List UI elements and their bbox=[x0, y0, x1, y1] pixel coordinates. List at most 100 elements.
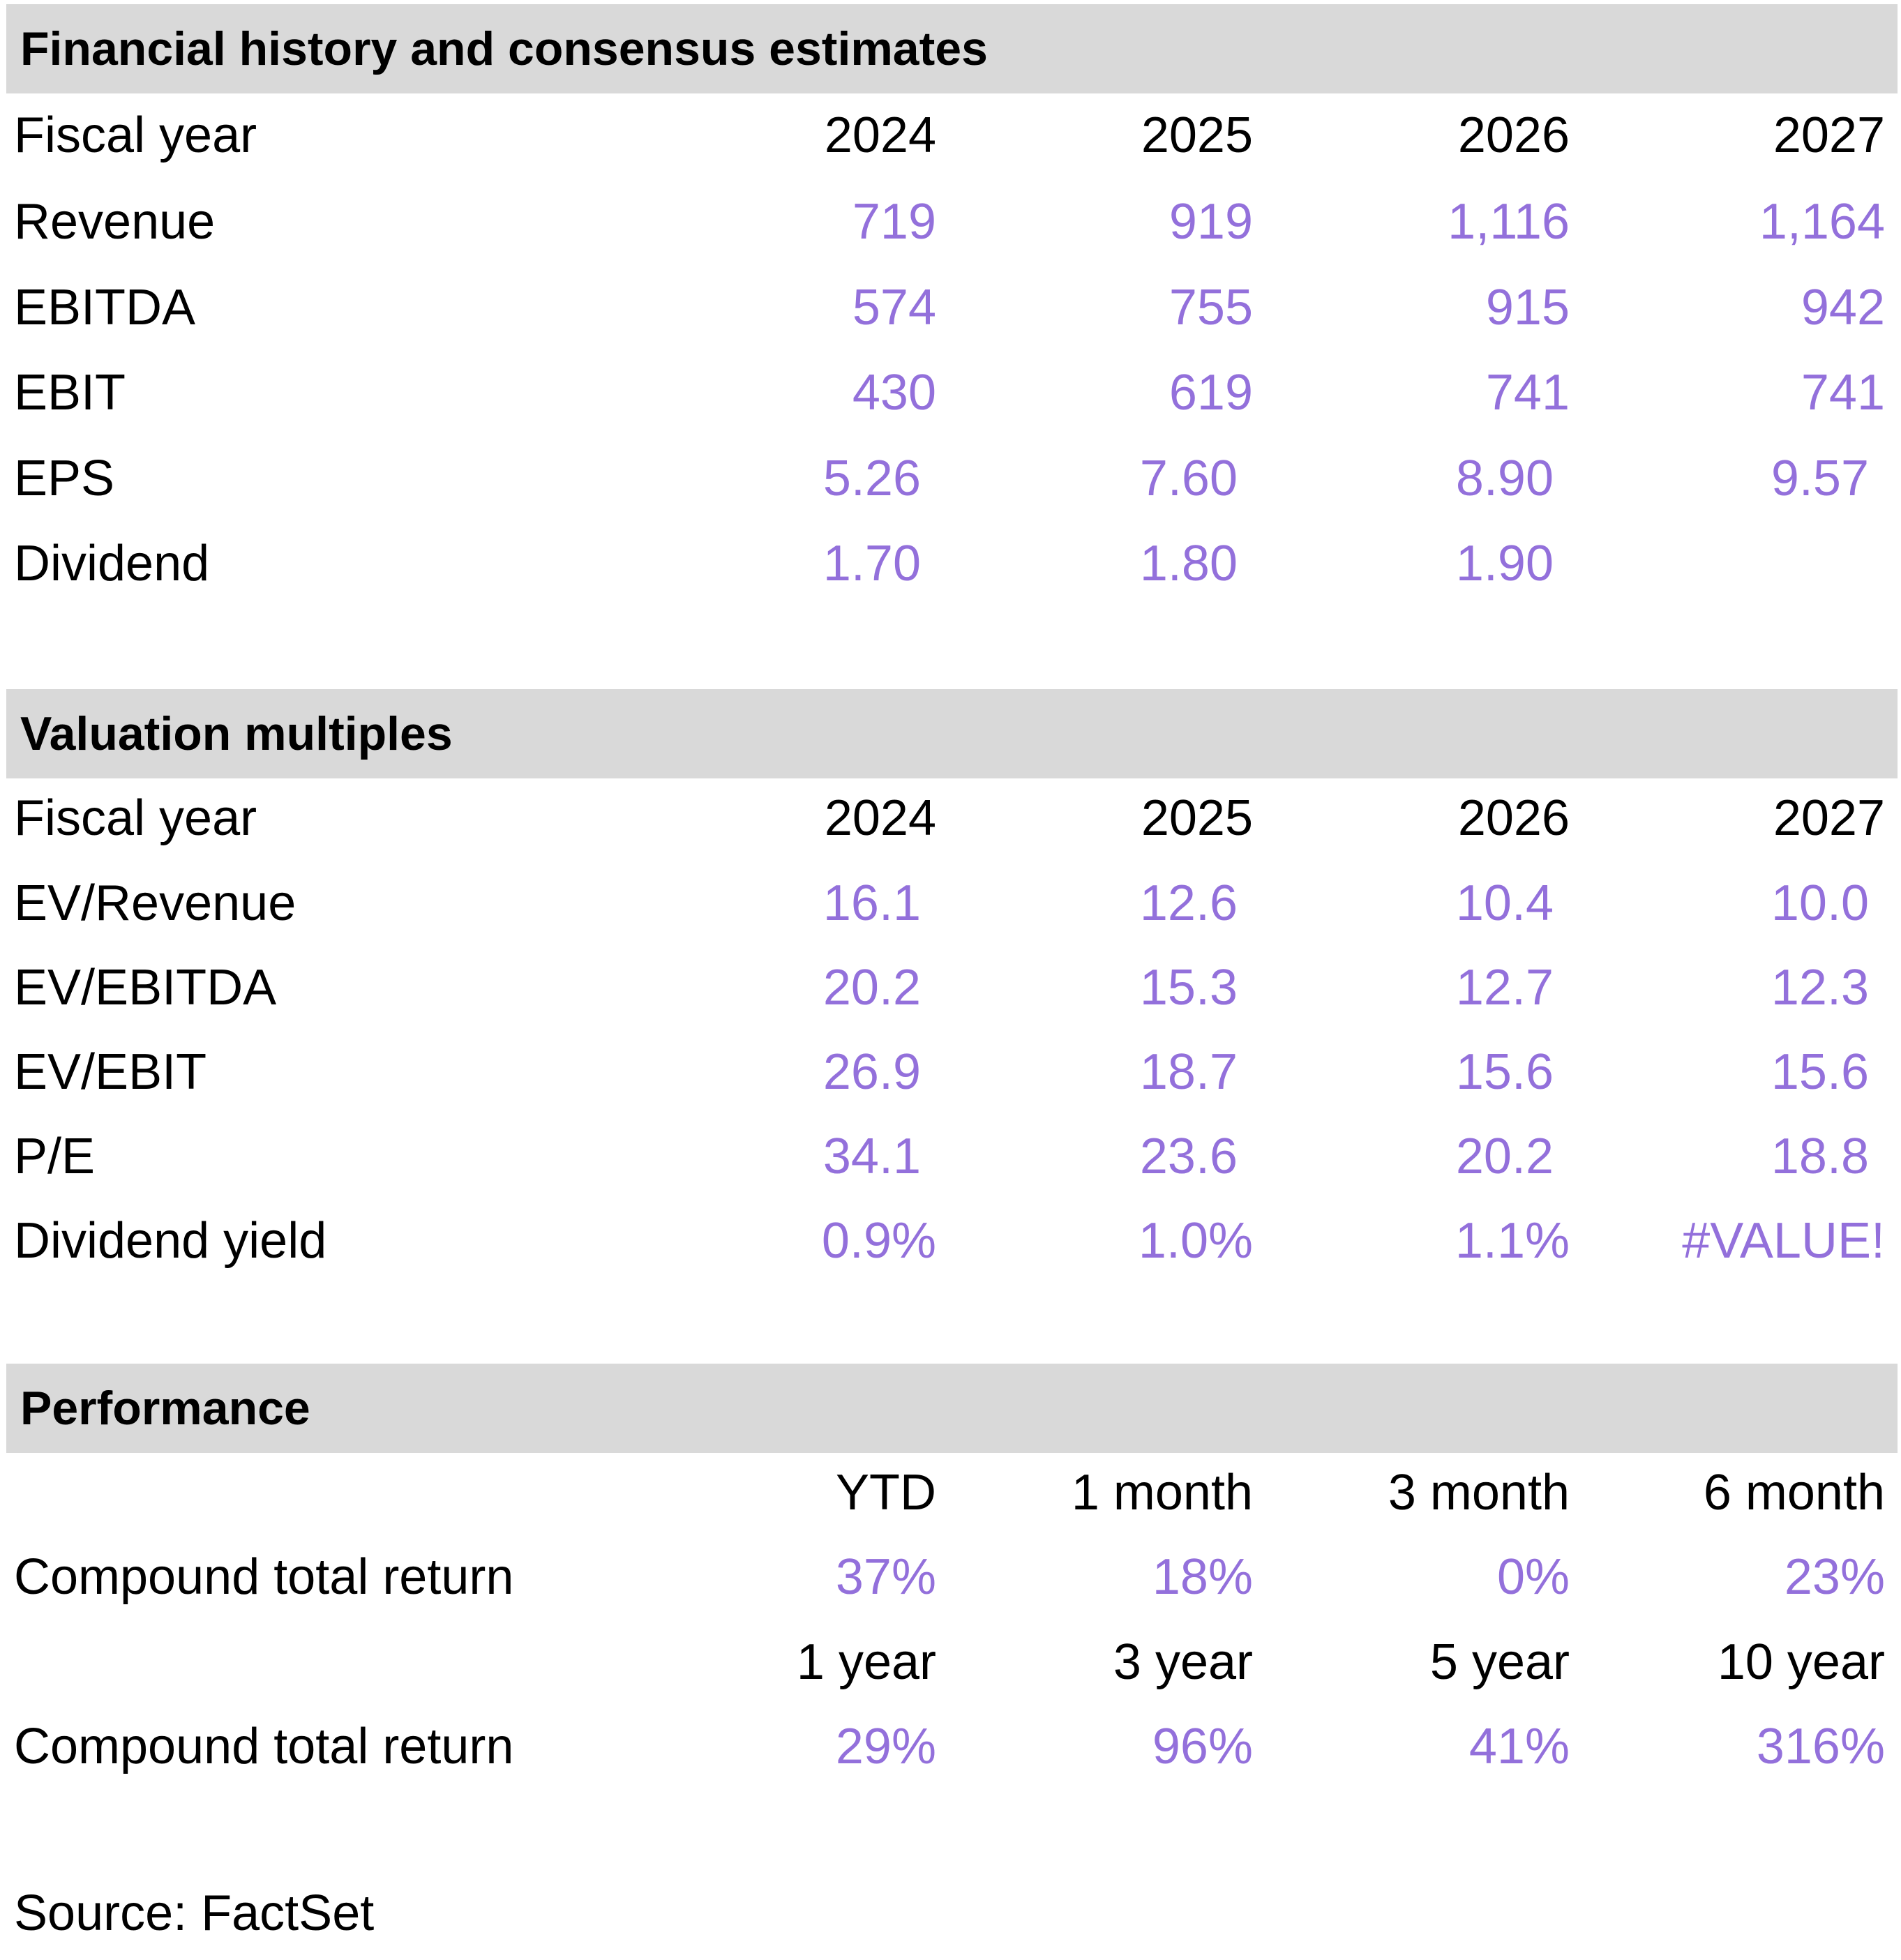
cell-value: 915 bbox=[1485, 280, 1570, 336]
financials-header-row: Fiscal year 2024 2025 2026 2027 bbox=[0, 93, 1901, 177]
table-row: EV/Revenue 16.1 12.6 10.4 10.0 bbox=[0, 861, 1901, 945]
valuation-header-label: Fiscal year bbox=[14, 790, 257, 846]
table-row: EV/EBIT 26.9 18.7 15.6 15.6 bbox=[0, 1030, 1901, 1114]
cell-value: 719 bbox=[852, 194, 936, 250]
table-row: Dividend yield 0.9% 1.0% 1.1% #VALUE! bbox=[0, 1199, 1901, 1283]
cell-value: 18% bbox=[1152, 1549, 1253, 1605]
cell-value: 8.90 bbox=[1455, 451, 1554, 506]
row-label: Compound total return bbox=[14, 1549, 514, 1605]
cell-value: 15.3 bbox=[1139, 960, 1238, 1016]
row-label: EV/EBITDA bbox=[14, 960, 277, 1016]
row-label: EBITDA bbox=[14, 280, 196, 336]
cell-value: 18.7 bbox=[1139, 1044, 1238, 1100]
row-label: EBIT bbox=[14, 365, 126, 421]
cell-value: 7.60 bbox=[1139, 451, 1238, 506]
cell-value: 12.7 bbox=[1455, 960, 1554, 1016]
table-row: Revenue 719 919 1,116 1,164 bbox=[0, 180, 1901, 264]
cell-value: 41% bbox=[1468, 1719, 1570, 1774]
valuation-header-row: Fiscal year 2024 2025 2026 2027 bbox=[0, 776, 1901, 860]
cell-value: 1,164 bbox=[1759, 194, 1885, 250]
cell-value: 5.26 bbox=[822, 451, 921, 506]
cell-value: 1.1% bbox=[1455, 1213, 1570, 1269]
cell-value: 23.6 bbox=[1139, 1129, 1238, 1184]
cell-value: 12.3 bbox=[1771, 960, 1869, 1016]
cell-value: 919 bbox=[1169, 194, 1253, 250]
cell-value: 23% bbox=[1784, 1549, 1885, 1605]
cell-value: 574 bbox=[852, 280, 936, 336]
cell-value: 9.57 bbox=[1771, 451, 1869, 506]
cell-value: 1.90 bbox=[1455, 536, 1554, 591]
source-note: Source: FactSet bbox=[14, 1885, 375, 1941]
row-label: EV/Revenue bbox=[14, 875, 296, 931]
performance-title: Performance bbox=[20, 1382, 310, 1435]
financials-header-band: Financial history and consensus estimate… bbox=[6, 4, 1898, 93]
period-10-year: 10 year bbox=[1717, 1634, 1885, 1690]
cell-value: 430 bbox=[852, 365, 936, 421]
cell-value: 16.1 bbox=[822, 875, 921, 931]
period-3-month: 3 month bbox=[1388, 1465, 1570, 1521]
valuation-col-2024: 2024 bbox=[824, 790, 936, 846]
cell-value: 10.0 bbox=[1771, 875, 1869, 931]
cell-value: 96% bbox=[1152, 1719, 1253, 1774]
performance-header-band: Performance bbox=[6, 1364, 1898, 1453]
valuation-col-2026: 2026 bbox=[1457, 790, 1570, 846]
row-label: Compound total return bbox=[14, 1719, 514, 1774]
cell-value: 34.1 bbox=[822, 1129, 921, 1184]
cell-value: 18.8 bbox=[1771, 1129, 1869, 1184]
financials-header-label: Fiscal year bbox=[14, 107, 257, 163]
cell-value: 37% bbox=[835, 1549, 936, 1605]
cell-value: 20.2 bbox=[822, 960, 921, 1016]
financials-col-2025: 2025 bbox=[1141, 107, 1253, 163]
cell-value: 12.6 bbox=[1139, 875, 1238, 931]
row-label: Dividend yield bbox=[14, 1213, 327, 1269]
period-5-year: 5 year bbox=[1429, 1634, 1570, 1690]
table-row: EBIT 430 619 741 741 bbox=[0, 351, 1901, 435]
cell-value: 26.9 bbox=[822, 1044, 921, 1100]
period-1-month: 1 month bbox=[1071, 1465, 1253, 1521]
table-row: P/E 34.1 23.6 20.2 18.8 bbox=[0, 1115, 1901, 1198]
financials-title: Financial history and consensus estimate… bbox=[20, 22, 988, 75]
cell-value: 15.6 bbox=[1455, 1044, 1554, 1100]
cell-value: 20.2 bbox=[1455, 1129, 1554, 1184]
cell-value: #VALUE! bbox=[1682, 1213, 1885, 1269]
table-row: EV/EBITDA 20.2 15.3 12.7 12.3 bbox=[0, 946, 1901, 1030]
cell-value: 1.80 bbox=[1139, 536, 1238, 591]
cell-value: 741 bbox=[1801, 365, 1885, 421]
cell-value: 619 bbox=[1169, 365, 1253, 421]
table-row: EBITDA 574 755 915 942 bbox=[0, 266, 1901, 349]
table-row: EPS 5.26 7.60 8.90 9.57 bbox=[0, 437, 1901, 520]
row-label: EV/EBIT bbox=[14, 1044, 207, 1100]
performance-header-row: YTD 1 month 3 month 6 month bbox=[0, 1451, 1901, 1535]
cell-value: 741 bbox=[1485, 365, 1570, 421]
row-label: P/E bbox=[14, 1129, 96, 1184]
cell-value: 755 bbox=[1169, 280, 1253, 336]
period-1-year: 1 year bbox=[796, 1634, 936, 1690]
table-row: Dividend 1.70 1.80 1.90 bbox=[0, 522, 1901, 605]
valuation-col-2025: 2025 bbox=[1141, 790, 1253, 846]
row-label: Revenue bbox=[14, 194, 216, 250]
valuation-title: Valuation multiples bbox=[20, 707, 453, 760]
cell-value: 0% bbox=[1496, 1549, 1570, 1605]
cell-value: 942 bbox=[1801, 280, 1885, 336]
cell-value: 1,116 bbox=[1448, 194, 1570, 250]
period-ytd: YTD bbox=[836, 1465, 936, 1521]
cell-value: 15.6 bbox=[1771, 1044, 1869, 1100]
financials-col-2026: 2026 bbox=[1457, 107, 1570, 163]
valuation-col-2027: 2027 bbox=[1773, 790, 1885, 846]
table-row: Compound total return 29% 96% 41% 316% bbox=[0, 1705, 1901, 1788]
cell-value: 1.70 bbox=[822, 536, 921, 591]
table-row: Compound total return 37% 18% 0% 23% bbox=[0, 1535, 1901, 1619]
cell-value: 316% bbox=[1756, 1719, 1885, 1774]
financials-col-2027: 2027 bbox=[1773, 107, 1885, 163]
cell-value: 29% bbox=[835, 1719, 936, 1774]
valuation-header-band: Valuation multiples bbox=[6, 689, 1898, 778]
period-6-month: 6 month bbox=[1703, 1465, 1885, 1521]
row-label: Dividend bbox=[14, 536, 210, 591]
cell-value: 10.4 bbox=[1455, 875, 1554, 931]
financials-col-2024: 2024 bbox=[824, 107, 936, 163]
period-3-year: 3 year bbox=[1113, 1634, 1253, 1690]
row-label: EPS bbox=[14, 451, 115, 506]
performance-header-row-2: 1 year 3 year 5 year 10 year bbox=[0, 1620, 1901, 1704]
cell-value: 0.9% bbox=[821, 1213, 936, 1269]
cell-value: 1.0% bbox=[1138, 1213, 1253, 1269]
